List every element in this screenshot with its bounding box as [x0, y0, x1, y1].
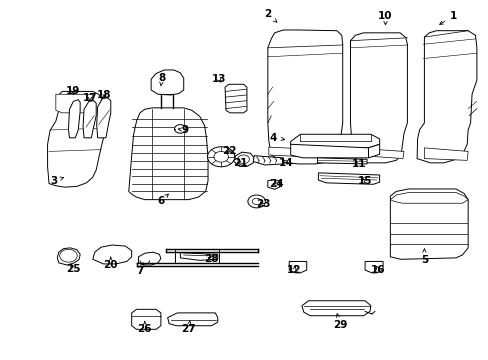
Text: 27: 27 — [181, 321, 196, 334]
Polygon shape — [224, 84, 246, 113]
Polygon shape — [301, 301, 370, 316]
Text: 22: 22 — [221, 146, 236, 156]
Text: 18: 18 — [97, 90, 111, 100]
Polygon shape — [424, 148, 467, 160]
Polygon shape — [233, 152, 254, 166]
Polygon shape — [290, 144, 368, 158]
Text: 9: 9 — [178, 125, 188, 135]
Polygon shape — [68, 100, 80, 138]
Polygon shape — [167, 313, 217, 326]
Text: 16: 16 — [370, 265, 385, 275]
Polygon shape — [389, 193, 467, 203]
Circle shape — [60, 249, 77, 262]
Polygon shape — [128, 108, 207, 200]
Circle shape — [207, 147, 234, 167]
Text: 28: 28 — [204, 253, 218, 264]
Polygon shape — [97, 98, 111, 138]
Polygon shape — [288, 261, 306, 273]
Polygon shape — [351, 148, 403, 158]
Text: 5: 5 — [420, 249, 427, 265]
Text: 19: 19 — [66, 86, 81, 96]
Text: 14: 14 — [279, 158, 293, 168]
Polygon shape — [317, 158, 366, 164]
Text: 7: 7 — [136, 263, 143, 276]
Text: 8: 8 — [158, 73, 165, 86]
Text: 15: 15 — [357, 176, 371, 186]
Polygon shape — [138, 252, 161, 265]
Circle shape — [252, 198, 261, 204]
Circle shape — [237, 155, 249, 163]
Text: 4: 4 — [269, 133, 284, 143]
Polygon shape — [350, 33, 407, 163]
Text: 25: 25 — [66, 264, 81, 274]
Text: 1: 1 — [439, 11, 456, 24]
Text: 2: 2 — [264, 9, 276, 22]
Polygon shape — [290, 134, 379, 148]
Polygon shape — [151, 70, 183, 95]
Text: 29: 29 — [333, 314, 347, 330]
Polygon shape — [47, 91, 103, 187]
Polygon shape — [318, 173, 379, 184]
Text: 3: 3 — [50, 176, 63, 186]
Polygon shape — [83, 101, 96, 138]
Text: 20: 20 — [103, 257, 118, 270]
Polygon shape — [93, 245, 131, 264]
Polygon shape — [267, 179, 279, 189]
Text: 26: 26 — [137, 321, 152, 334]
Polygon shape — [180, 253, 217, 260]
Text: 11: 11 — [351, 159, 365, 169]
Text: 12: 12 — [286, 265, 301, 275]
Circle shape — [174, 125, 186, 133]
Text: 10: 10 — [378, 11, 392, 25]
Text: 13: 13 — [211, 74, 226, 84]
Polygon shape — [368, 144, 379, 158]
Polygon shape — [131, 309, 161, 329]
Polygon shape — [56, 94, 93, 113]
Circle shape — [247, 195, 265, 208]
Text: 24: 24 — [268, 179, 283, 189]
Text: 6: 6 — [157, 194, 168, 206]
Text: 23: 23 — [255, 199, 270, 209]
Circle shape — [213, 152, 228, 162]
Polygon shape — [268, 147, 341, 158]
Polygon shape — [253, 156, 283, 165]
Polygon shape — [267, 30, 342, 164]
Text: 21: 21 — [233, 158, 247, 168]
Polygon shape — [389, 189, 467, 259]
Polygon shape — [57, 248, 80, 265]
Text: 17: 17 — [82, 93, 97, 103]
Polygon shape — [416, 31, 476, 163]
Polygon shape — [365, 261, 382, 273]
